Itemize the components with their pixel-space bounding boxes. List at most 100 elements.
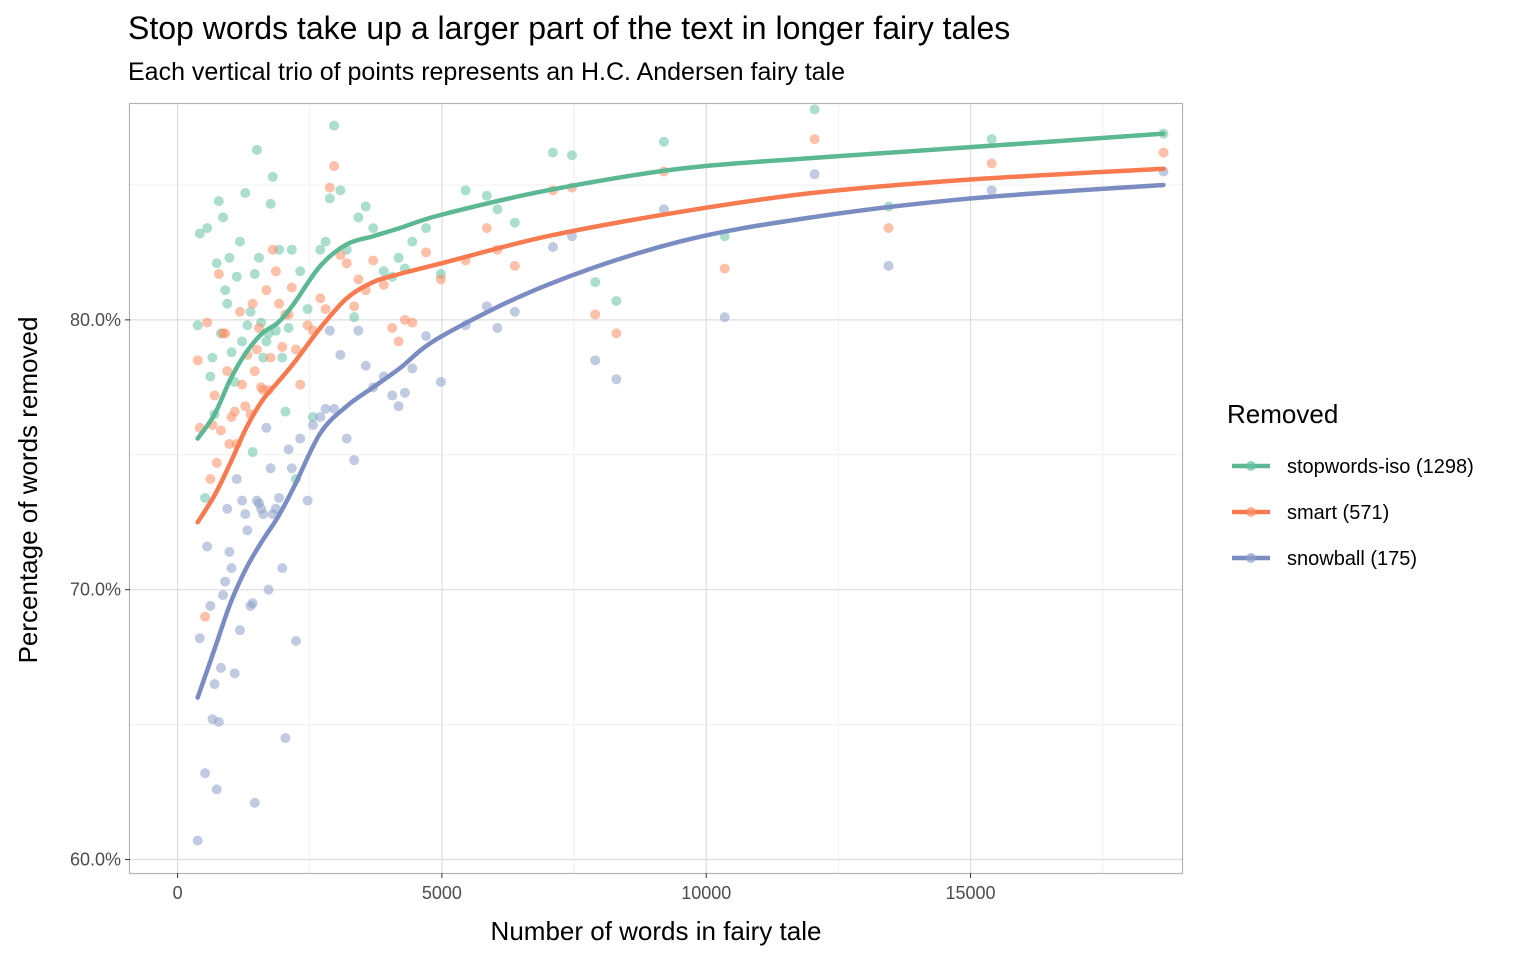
data-point-1 (481, 223, 492, 234)
data-point-0 (547, 147, 558, 158)
data-point-1 (251, 344, 262, 355)
data-point-2 (295, 433, 306, 444)
data-point-2 (302, 495, 313, 506)
data-point-2 (229, 668, 240, 679)
data-point-2 (387, 390, 398, 401)
data-point-0 (509, 217, 520, 228)
data-point-0 (335, 185, 346, 196)
data-point-1 (240, 401, 251, 412)
x-tick-label: 5000 (422, 883, 462, 903)
data-point-2 (237, 495, 248, 506)
data-point-0 (566, 150, 577, 161)
data-point-1 (329, 161, 340, 172)
data-point-0 (211, 258, 222, 269)
data-point-1 (393, 336, 404, 347)
data-point-0 (421, 223, 432, 234)
data-point-2 (335, 349, 346, 360)
data-point-1 (378, 279, 389, 290)
trend-line-0 (195, 131, 1166, 441)
data-point-1 (883, 223, 894, 234)
data-point-2 (265, 463, 276, 474)
data-point-0 (261, 336, 272, 347)
data-point-2 (263, 584, 274, 595)
data-point-1 (611, 328, 622, 339)
data-point-2 (209, 679, 220, 690)
x-tick-label: 10000 (681, 883, 731, 903)
data-point-0 (224, 252, 235, 263)
data-point-1 (249, 366, 260, 377)
data-point-2 (249, 797, 260, 808)
legend-title: Removed (1227, 399, 1338, 429)
data-point-0 (353, 212, 364, 223)
data-point-1 (435, 274, 446, 285)
data-point-1 (215, 425, 226, 436)
legend: Removed stopwords-iso (1298)smart (571)s… (1227, 399, 1474, 570)
data-point-2 (231, 474, 242, 485)
data-point-2 (341, 433, 352, 444)
panel-border (128, 102, 1184, 875)
data-point-1 (270, 266, 281, 277)
x-tick-label: 0 (173, 883, 183, 903)
data-point-1 (213, 268, 224, 279)
data-point-1 (324, 182, 335, 193)
trend-layer (195, 131, 1166, 700)
data-point-0 (492, 204, 503, 215)
data-point-0 (611, 295, 622, 306)
data-point-0 (329, 120, 340, 131)
data-point-2 (247, 598, 258, 609)
data-point-0 (249, 268, 260, 279)
data-point-0 (590, 277, 601, 288)
data-point-1 (274, 298, 285, 309)
data-point-1 (349, 301, 360, 312)
data-point-2 (240, 509, 251, 520)
data-point-2 (353, 325, 364, 336)
data-point-1 (286, 282, 297, 293)
data-point-0 (407, 236, 418, 247)
data-point-0 (280, 406, 291, 417)
data-point-1 (341, 258, 352, 269)
data-point-0 (253, 252, 264, 263)
data-point-2 (274, 492, 285, 503)
data-point-1 (220, 328, 231, 339)
data-point-2 (200, 768, 211, 779)
data-point-2 (222, 503, 233, 514)
data-point-2 (224, 546, 235, 557)
data-point-0 (247, 447, 258, 458)
data-point-1 (200, 611, 211, 622)
data-point-1 (368, 255, 379, 266)
data-point-2 (286, 463, 297, 474)
data-point-1 (277, 341, 288, 352)
data-point-2 (719, 312, 730, 323)
data-point-0 (231, 271, 242, 282)
data-point-0 (258, 352, 269, 363)
data-point-2 (192, 835, 203, 846)
x-tick-label: 15000 (946, 883, 996, 903)
data-point-2 (226, 563, 237, 574)
data-point-1 (261, 285, 272, 296)
data-point-0 (460, 185, 471, 196)
data-point-2 (283, 444, 294, 455)
data-point-2 (360, 360, 371, 371)
data-point-2 (320, 403, 331, 414)
axis-layer: 0 5000 10000 15000 60.0% 70.0% 80.0% (70, 310, 996, 903)
data-point-2 (280, 733, 291, 744)
data-point-1 (265, 352, 276, 363)
data-point-0 (378, 266, 389, 277)
data-point-0 (234, 236, 245, 247)
data-point-1 (295, 379, 306, 390)
data-point-2 (809, 169, 820, 180)
chart-title: Stop words take up a larger part of the … (128, 10, 1011, 46)
data-point-1 (315, 293, 326, 304)
legend-key-point (1246, 461, 1256, 471)
data-point-2 (315, 411, 326, 422)
data-point-2 (211, 784, 222, 795)
data-point-2 (215, 662, 226, 673)
y-tick-label: 60.0% (70, 850, 121, 870)
data-point-2 (658, 204, 669, 215)
data-point-1 (719, 263, 730, 274)
data-point-0 (286, 244, 297, 255)
data-point-1 (229, 406, 240, 417)
data-point-2 (986, 185, 997, 196)
legend-label: stopwords-iso (1298) (1287, 456, 1474, 478)
trend-line-2 (195, 182, 1166, 700)
